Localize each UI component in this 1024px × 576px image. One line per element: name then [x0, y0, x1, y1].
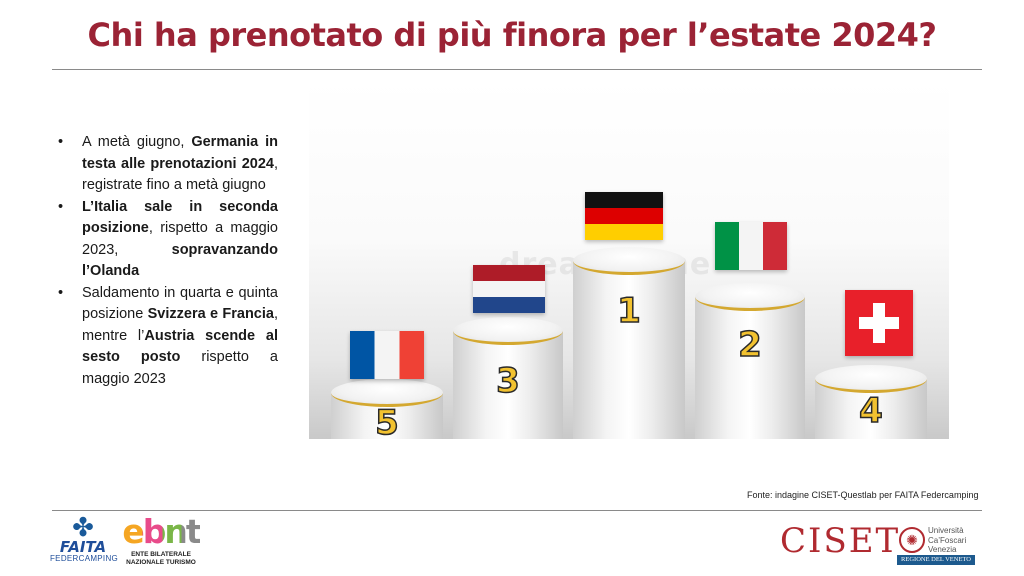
bullet-text-bold: Austria scende al sesto posto: [82, 327, 278, 366]
university-logo-text: Università Ca’Foscari Venezia: [928, 526, 967, 554]
title-divider: [52, 69, 982, 70]
podium-step-5: 5: [331, 379, 443, 439]
faita-mark-icon: ✤: [72, 512, 94, 542]
footer-divider: [52, 510, 982, 511]
rank-number: 2: [737, 324, 762, 366]
ebnt-logo-sub: NAZIONALE TURISMO: [126, 559, 196, 566]
faita-logo: ✤ FAITA FEDERCAMPING: [50, 512, 119, 570]
podium-image: dreamstime 5 3 1 2 4: [309, 79, 949, 439]
podium-step-4: 4: [815, 365, 927, 439]
bullet-text-bold: sopravanzando l’Olanda: [82, 241, 278, 280]
source-note: Fonte: indagine CISET-Questlab per FAITA…: [747, 490, 979, 500]
bullet-text: , rispetto a maggio 2023,: [82, 220, 278, 258]
bullet-text: A metà giugno,: [82, 134, 192, 150]
podium-step-3: 3: [453, 317, 563, 439]
university-seal-icon: ✺: [899, 527, 925, 553]
podium-step-2: 2: [695, 283, 805, 439]
rank-number: 5: [374, 402, 399, 439]
rank-number: 1: [616, 290, 641, 332]
bullet-text: , mentre l’: [82, 306, 278, 344]
bullet-text: rispetto a maggio 2023: [82, 349, 278, 387]
bullet-item: Saldamento in quarta e quinta posizione …: [58, 283, 278, 391]
rank-number: 3: [495, 360, 520, 402]
faita-logo-sub: FEDERCAMPING: [50, 554, 119, 563]
bullet-text: Saldamento in quarta e quinta posizione: [82, 284, 278, 323]
netherlands-flag-icon: [473, 265, 545, 313]
bullet-text-bold: L’Italia sale in seconda posizione: [82, 198, 278, 237]
podium-step-1: 1: [573, 247, 685, 439]
rank-number: 4: [858, 390, 883, 432]
ciset-logo: CISET: [780, 521, 901, 561]
bullet-text-bold: Svizzera e Francia: [147, 306, 274, 322]
germany-flag-icon: [585, 192, 663, 240]
bullet-item: A metà giugno, Germania in testa alle pr…: [58, 132, 278, 197]
faita-logo-word: FAITA: [59, 538, 107, 556]
ebnt-logo: ebnt ENTE BILATERALE NAZIONALE TURISMO: [122, 512, 201, 573]
bullet-list: A metà giugno, Germania in testa alle pr…: [58, 132, 278, 390]
ebnt-logo-sub: ENTE BILATERALE: [131, 551, 191, 558]
bullet-item: L’Italia sale in seconda posizione, risp…: [58, 197, 278, 283]
bullet-text-bold: Germania in testa alle prenotazioni 2024: [82, 134, 279, 172]
ebnt-logo-word: ebnt: [122, 512, 201, 551]
switzerland-flag-icon: [845, 290, 913, 356]
regione-veneto-logo: REGIONE DEL VENETO: [897, 555, 975, 565]
bullet-text: , registrate fino a metà giugno: [82, 155, 278, 194]
france-flag-icon: [350, 331, 424, 379]
slide-title: Chi ha prenotato di più finora per l’est…: [87, 16, 937, 54]
italy-flag-icon: [715, 222, 787, 270]
